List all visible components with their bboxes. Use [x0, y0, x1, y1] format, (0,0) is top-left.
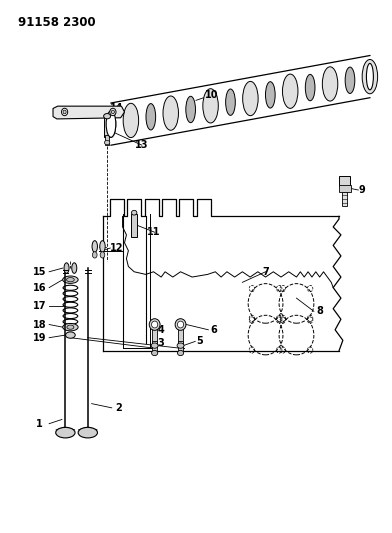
- Text: 17: 17: [33, 301, 46, 311]
- Text: 5: 5: [196, 336, 203, 346]
- Ellipse shape: [67, 278, 74, 282]
- Ellipse shape: [72, 263, 77, 273]
- Text: 1: 1: [36, 419, 43, 429]
- Bar: [178, 328, 183, 346]
- Text: 19: 19: [33, 333, 46, 343]
- Ellipse shape: [93, 252, 97, 258]
- Ellipse shape: [149, 319, 160, 330]
- Bar: [178, 342, 183, 351]
- Ellipse shape: [100, 241, 105, 252]
- Bar: [152, 342, 157, 351]
- Ellipse shape: [100, 252, 105, 258]
- Ellipse shape: [163, 96, 178, 130]
- Ellipse shape: [203, 88, 218, 123]
- Text: 14: 14: [110, 103, 123, 114]
- Bar: [131, 214, 137, 238]
- Ellipse shape: [367, 63, 373, 90]
- Bar: [152, 328, 157, 346]
- Text: 6: 6: [210, 325, 217, 335]
- Ellipse shape: [103, 114, 111, 119]
- Ellipse shape: [322, 67, 338, 101]
- Ellipse shape: [104, 140, 110, 144]
- Ellipse shape: [106, 111, 116, 138]
- Text: 16: 16: [33, 282, 46, 293]
- Ellipse shape: [63, 324, 78, 331]
- Polygon shape: [78, 427, 98, 430]
- Text: 2: 2: [115, 403, 122, 413]
- Text: —: —: [99, 244, 107, 253]
- Ellipse shape: [64, 263, 69, 273]
- Ellipse shape: [362, 60, 377, 94]
- Ellipse shape: [123, 103, 139, 138]
- Ellipse shape: [111, 110, 114, 114]
- Ellipse shape: [175, 319, 186, 330]
- Ellipse shape: [62, 108, 68, 116]
- Ellipse shape: [186, 96, 196, 123]
- Text: 7: 7: [262, 267, 269, 277]
- Ellipse shape: [63, 276, 78, 284]
- Bar: [342, 191, 347, 206]
- Ellipse shape: [283, 74, 298, 108]
- Ellipse shape: [243, 82, 258, 116]
- Ellipse shape: [152, 350, 158, 356]
- Text: 18: 18: [33, 319, 46, 329]
- Text: 13: 13: [135, 140, 149, 150]
- Bar: [105, 135, 109, 145]
- Text: 8: 8: [316, 306, 323, 316]
- Ellipse shape: [56, 427, 75, 438]
- Polygon shape: [53, 106, 125, 119]
- Polygon shape: [56, 427, 75, 430]
- Text: 3: 3: [158, 338, 165, 348]
- Ellipse shape: [146, 103, 156, 130]
- Text: 10: 10: [205, 90, 218, 100]
- Ellipse shape: [345, 67, 355, 93]
- Bar: [104, 116, 110, 138]
- Ellipse shape: [226, 89, 235, 115]
- Text: 91158 2300: 91158 2300: [18, 16, 96, 29]
- Text: 15: 15: [33, 267, 46, 277]
- Ellipse shape: [178, 321, 183, 328]
- Text: 11: 11: [147, 227, 160, 237]
- Ellipse shape: [92, 241, 98, 252]
- Bar: [339, 185, 351, 191]
- Ellipse shape: [67, 325, 74, 329]
- Text: 12: 12: [110, 243, 123, 253]
- Text: 4: 4: [158, 325, 165, 335]
- Ellipse shape: [305, 75, 315, 101]
- Ellipse shape: [63, 110, 66, 114]
- Ellipse shape: [177, 343, 184, 348]
- Ellipse shape: [152, 321, 158, 328]
- Ellipse shape: [178, 350, 183, 356]
- Ellipse shape: [65, 332, 75, 338]
- Ellipse shape: [78, 427, 98, 438]
- Ellipse shape: [110, 108, 116, 116]
- Ellipse shape: [131, 211, 137, 215]
- Ellipse shape: [151, 343, 158, 348]
- Text: 9: 9: [359, 185, 366, 195]
- Ellipse shape: [106, 111, 116, 138]
- Bar: [339, 176, 350, 187]
- Ellipse shape: [265, 82, 275, 108]
